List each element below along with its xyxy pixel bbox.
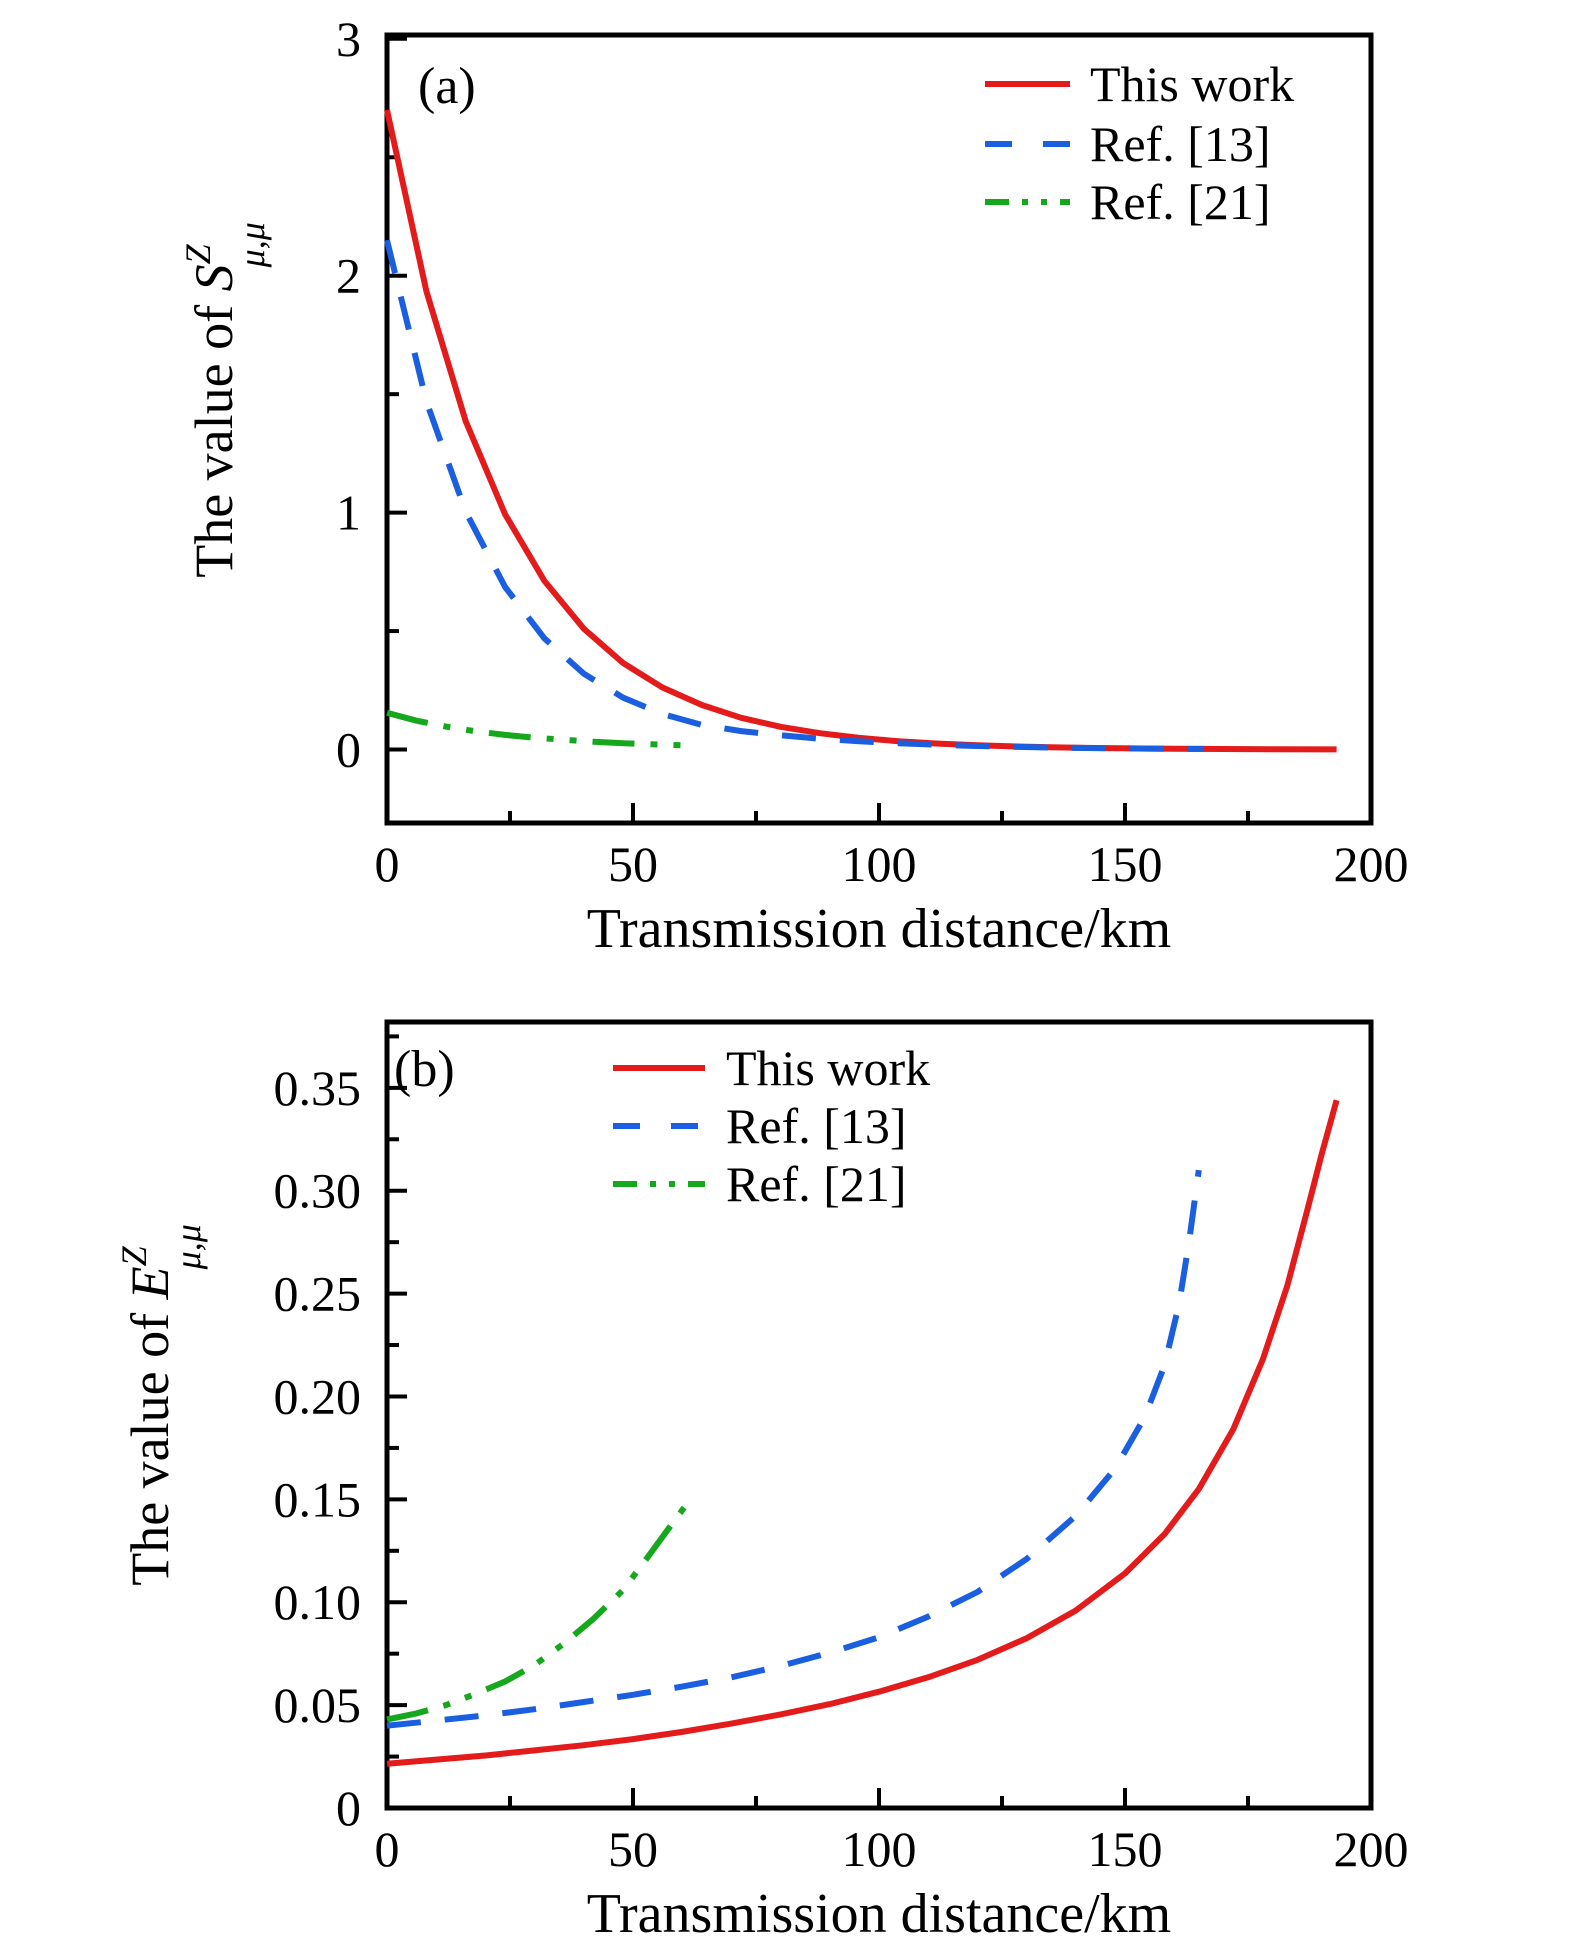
legend-label: Ref. [13] — [1090, 116, 1271, 172]
y-axis-title: The value of EZ μ,μ — [114, 1224, 208, 1586]
series-line-ref-21- — [386, 1501, 690, 1723]
legend-label: Ref. [13] — [726, 1098, 907, 1154]
x-tick-label: 50 — [608, 836, 658, 892]
x-tick-label: 150 — [1088, 1821, 1163, 1877]
y-axis-title: The value of SZ μ,μ — [178, 222, 272, 578]
x-tick-label: 0 — [375, 836, 400, 892]
x-axis-title: Transmission distance/km — [587, 898, 1171, 960]
legend-label: This work — [1090, 56, 1294, 112]
x-tick-label: 200 — [1334, 836, 1409, 892]
legend-label: Ref. [21] — [726, 1156, 907, 1212]
x-tick-label: 150 — [1088, 836, 1163, 892]
x-tick-label: 100 — [842, 1821, 917, 1877]
y-tick-label: 0.20 — [274, 1368, 362, 1424]
panel-b: 0 50 100 150 200 0 0.05 0.10 0.15 0.20 0.25 0.30 0.3… — [114, 1019, 1409, 1945]
panel-tag: (a) — [418, 58, 476, 115]
series-line-this-work — [386, 1099, 1340, 1767]
x-tick-label: 200 — [1334, 1821, 1409, 1877]
y-tick-label: 0 — [336, 722, 361, 778]
panel-tag: (b) — [394, 1041, 455, 1098]
y-tick-label: 1 — [336, 485, 361, 541]
x-tick-label: 0 — [375, 1821, 400, 1877]
y-tick-label: 0.10 — [274, 1574, 362, 1630]
series-line-ref-21- — [386, 709, 688, 749]
x-tick-label: 100 — [842, 836, 917, 892]
x-tick-label: 50 — [608, 1821, 658, 1877]
series-line-ref-13- — [386, 1169, 1202, 1729]
y-tick-label: 0.25 — [274, 1266, 362, 1322]
series-line-ref-13- — [384, 239, 1204, 752]
y-tick-label: 0.30 — [274, 1163, 362, 1219]
y-tick-label: 0.35 — [274, 1060, 362, 1116]
x-axis-title: Transmission distance/km — [587, 1883, 1171, 1945]
legend-label: This work — [726, 1040, 930, 1096]
legend-label: Ref. [21] — [1090, 174, 1271, 230]
y-tick-label: 0.05 — [274, 1677, 362, 1733]
y-tick-label: 0.15 — [274, 1471, 362, 1527]
y-tick-label: 3 — [336, 11, 361, 67]
y-tick-label: 0 — [336, 1780, 361, 1836]
y-tick-label: 2 — [336, 248, 361, 304]
